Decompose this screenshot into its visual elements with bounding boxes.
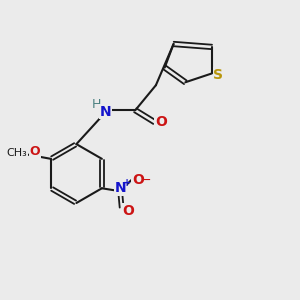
Text: O: O <box>29 145 40 158</box>
Text: N: N <box>114 181 126 195</box>
Text: O: O <box>122 204 134 218</box>
Text: S: S <box>213 68 223 82</box>
Text: −: − <box>140 173 151 187</box>
Text: O: O <box>132 173 144 187</box>
Text: O: O <box>155 115 167 129</box>
Text: N: N <box>100 105 112 119</box>
Text: H: H <box>92 98 101 111</box>
Text: CH₃: CH₃ <box>7 148 27 158</box>
Text: +: + <box>123 178 131 188</box>
